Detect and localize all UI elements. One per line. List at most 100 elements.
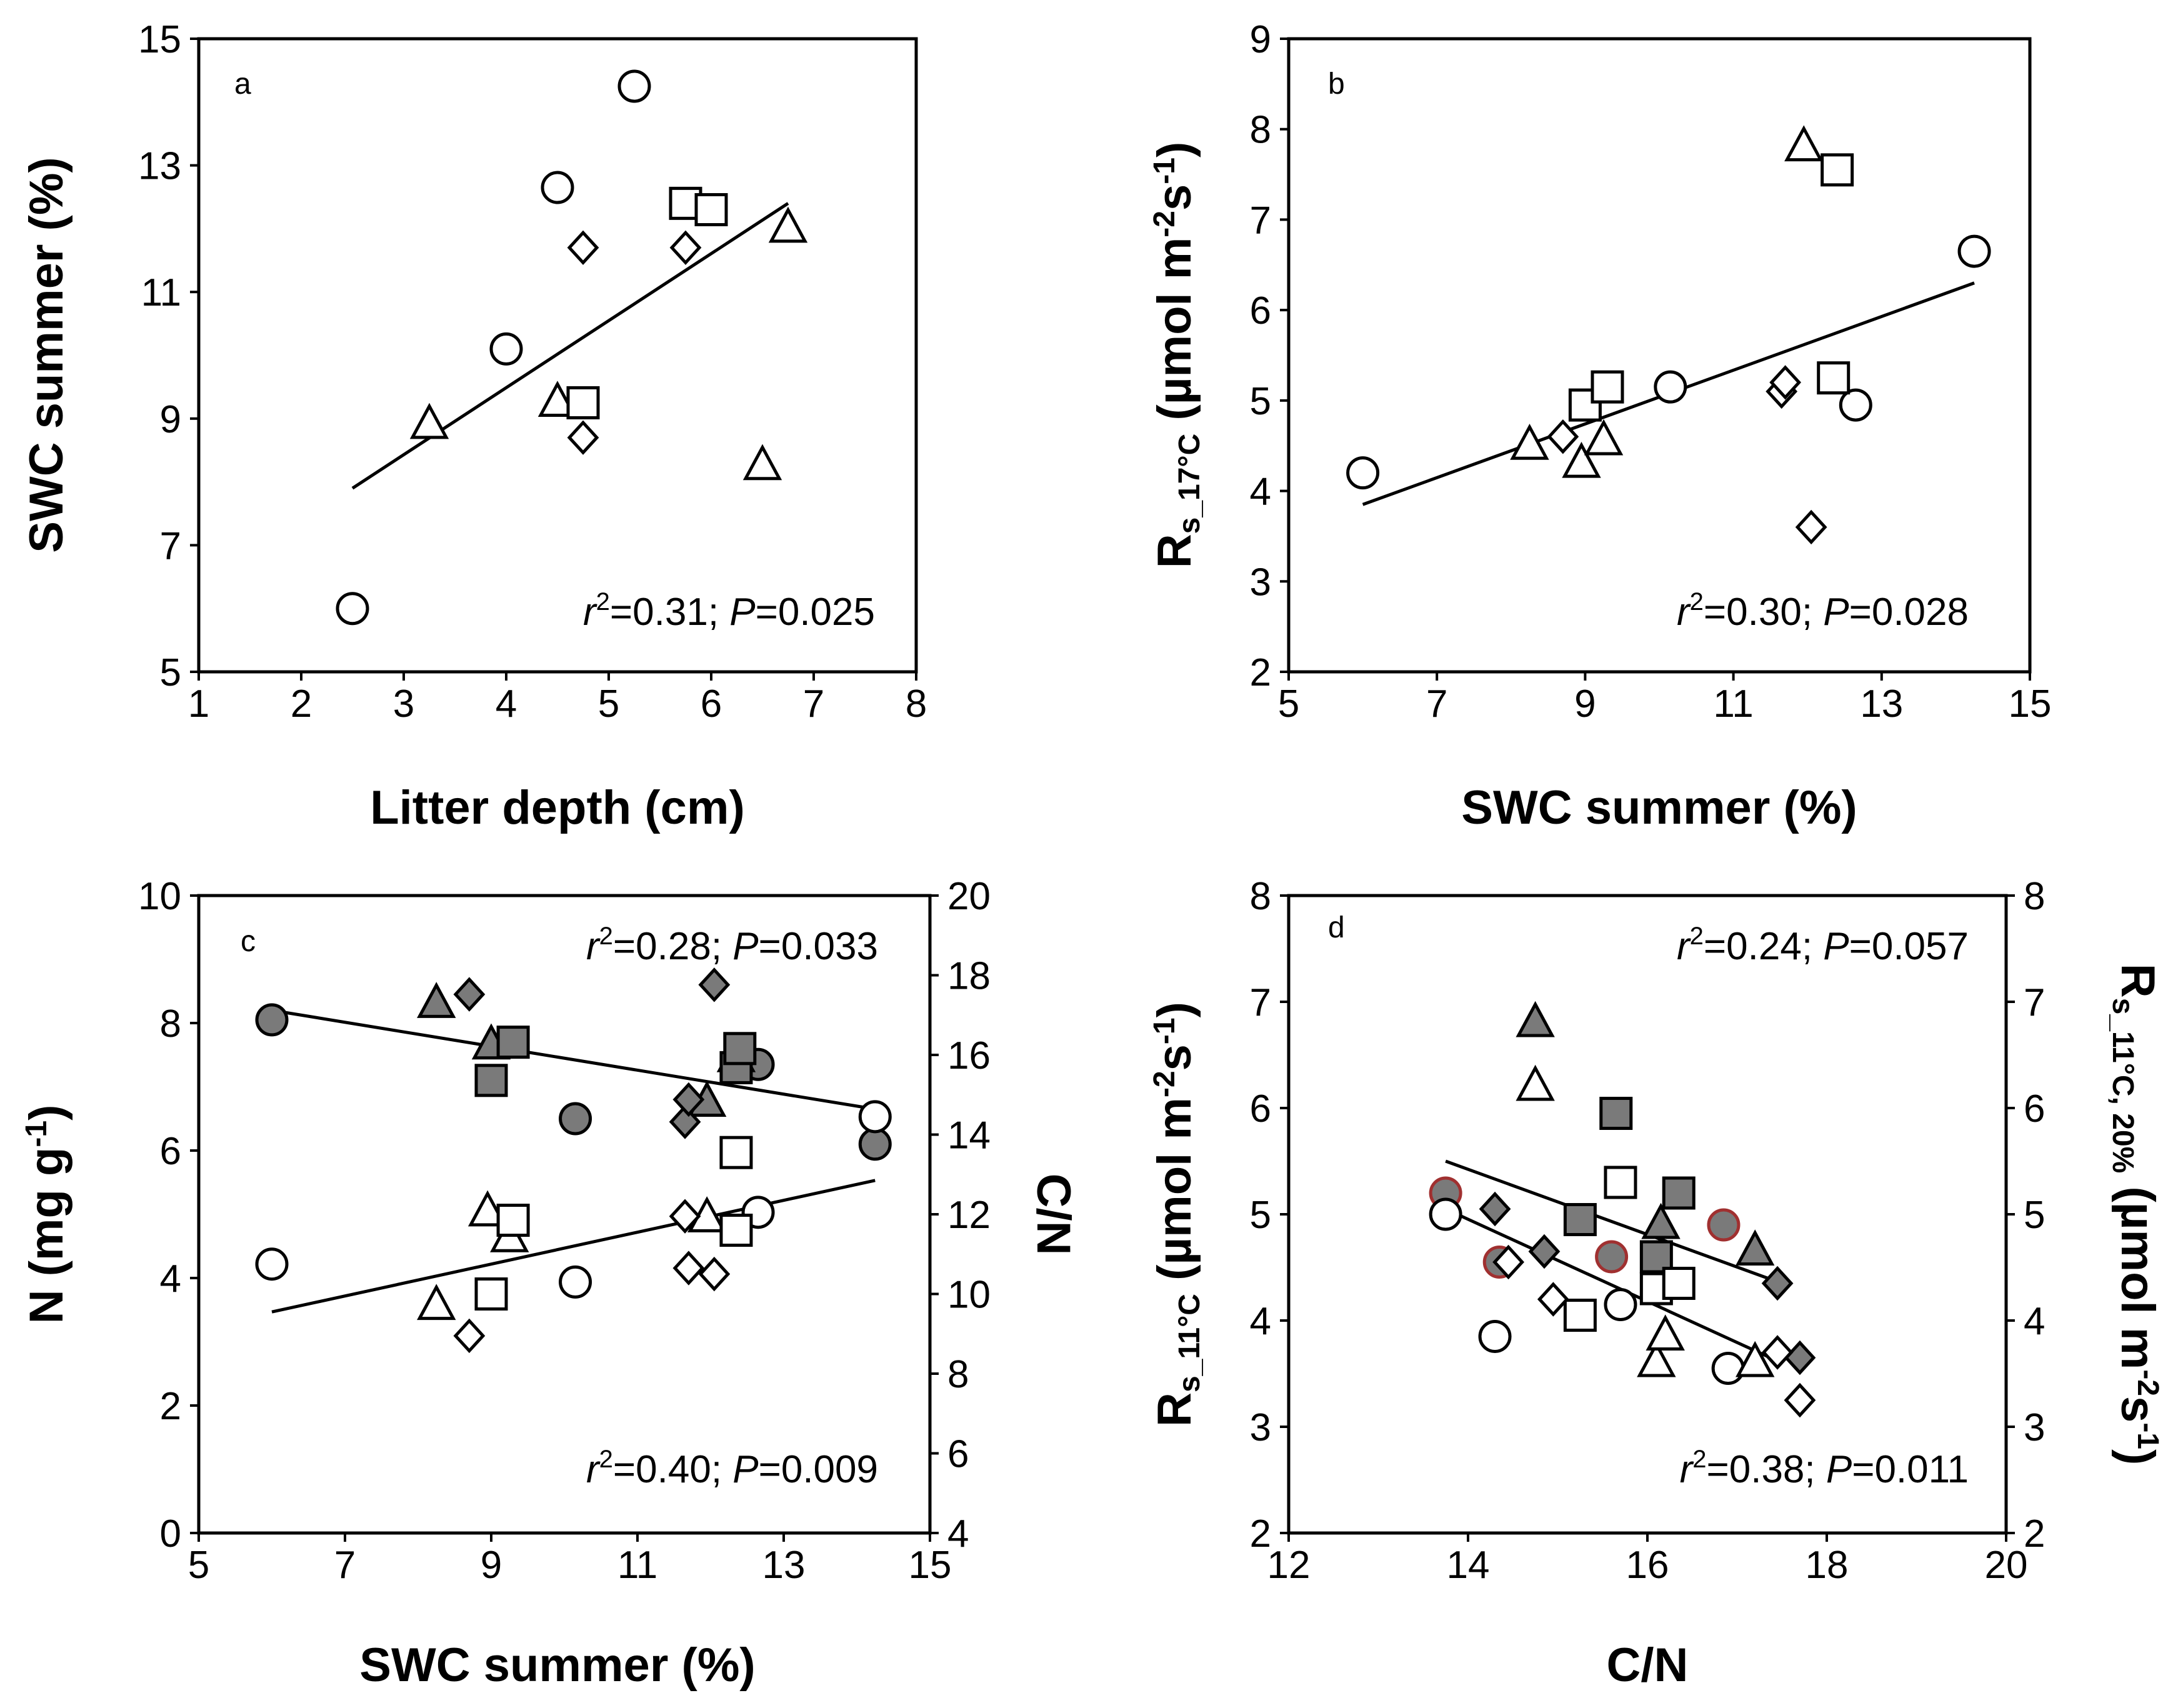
panel-a-x-tick-label: 5 — [598, 682, 619, 726]
panel-c-y-right-tick-label: 10 — [947, 1274, 991, 1317]
panel-b-point-square — [1591, 370, 1624, 404]
panel-c-point-circle — [858, 1127, 892, 1161]
panel-d-point-diamond — [1784, 1340, 1816, 1376]
panel-c-y-tick-label: 10 — [138, 875, 181, 918]
panel-a-point-circle — [617, 69, 651, 103]
panel-a-marks: 1 2 3 4 5 6 7 8 5 7 9 11 13 15 — [138, 18, 927, 726]
panel-d-plot-frame — [1287, 894, 2008, 1535]
panel-d-y-right-tick-label: 3 — [2024, 1406, 2045, 1449]
panel-a-letter: a — [234, 67, 251, 101]
panel-b-y-axis-label: Rs_17°C (µmol m-2s-1) — [1148, 142, 1206, 569]
panel-a-point-circle — [541, 171, 574, 204]
panel-d-point-triangle — [1516, 1064, 1555, 1101]
panel-b-y-tick-label: 4 — [1250, 471, 1271, 514]
panel-a-y-tick-label: 9 — [160, 398, 181, 441]
panel-c-point-diamond — [672, 1251, 705, 1286]
panel-b-point-diamond — [1769, 365, 1802, 400]
panel-d-y-right-tick-label: 4 — [2024, 1300, 2045, 1343]
panel-b-x-tick-label: 13 — [1860, 682, 1903, 726]
panel-c-fit-line-1 — [271, 1009, 876, 1111]
panel-d-x-tick-label: 18 — [1806, 1544, 1849, 1587]
panel-c-point-diamond — [669, 1199, 701, 1234]
panel-b-point-circle — [1839, 388, 1872, 422]
panel-a-point-triangle — [537, 381, 577, 417]
panel-d-point-circle — [1707, 1208, 1741, 1242]
panel-d-stat-bottom: r2=0.38; P=0.011 — [1680, 1446, 1969, 1491]
panel-d-letter: d — [1328, 911, 1345, 944]
panel-b-y-tick-label: 7 — [1250, 199, 1271, 242]
panel-c-y-axis-label-left: N (mg g-1) — [20, 1105, 73, 1324]
panel-c-point-circle — [255, 1247, 289, 1281]
panel-c-x-axis-label: SWC summer (%) — [359, 1639, 755, 1692]
panel-a-point-diamond — [567, 230, 599, 265]
panel-a-point-triangle — [768, 206, 808, 243]
panel-c-y-right-tick-label: 6 — [947, 1433, 969, 1476]
panel-a-x-tick-label: 4 — [496, 682, 517, 726]
panel-d-point-square — [1599, 1097, 1633, 1130]
panel-c-y-tick-label: 8 — [160, 1002, 181, 1046]
panel-a-point-circle — [489, 332, 523, 366]
panel-d-y-axis-label-right: Rs_11°C, 20% (µmol m-2s-1) — [2106, 964, 2164, 1466]
panel-a-y-tick-label: 11 — [141, 271, 181, 314]
panel-a-x-tick-label: 6 — [701, 682, 722, 726]
panel-a-y-tick-label: 7 — [160, 524, 181, 567]
panel-d-point-diamond — [1537, 1282, 1569, 1317]
panel-d-point-diamond — [1528, 1234, 1561, 1269]
panel-a: a Litter depth (cm) SWC summer (%) r2=0.… — [20, 37, 918, 834]
panel-d-point-circle — [1478, 1320, 1512, 1353]
panel-b-point-triangle — [1510, 423, 1549, 460]
panel-b-letter: b — [1328, 67, 1345, 101]
panel-b-point-square — [1821, 153, 1854, 187]
panel-c-point-diamond — [698, 1256, 731, 1292]
panel-b-x-tick-label: 7 — [1426, 682, 1447, 726]
panel-d-y-tick-label: 6 — [1250, 1087, 1271, 1131]
panel-c-point-circle — [559, 1102, 592, 1136]
panel-b-p: 0.028 — [1872, 591, 1969, 634]
panel-d-r2-bottom: 0.38 — [1729, 1448, 1805, 1491]
panel-c-point-diamond — [453, 1318, 486, 1354]
panel-c-point-square — [496, 1026, 530, 1059]
panel-c-point-square — [719, 1214, 753, 1247]
panel-a-point-triangle — [409, 402, 449, 439]
panel-c-letter: c — [241, 925, 256, 958]
panel-d-x-tick-label: 14 — [1447, 1544, 1490, 1587]
panel-d-point-diamond — [1479, 1191, 1511, 1227]
panel-d-y-tick-label: 7 — [1250, 981, 1271, 1024]
panel-d-stat-top: r2=0.24; P=0.057 — [1677, 922, 1969, 968]
panel-c-x-tick-label: 13 — [762, 1544, 806, 1587]
panel-d-x-tick-label: 16 — [1626, 1544, 1669, 1587]
panel-d-y-axis-label-left: Rs_11°C (µmol m-2s-1) — [1148, 1002, 1206, 1427]
panel-d-point-triangle — [1736, 1341, 1775, 1377]
panel-d-y-right-tick-label: 8 — [2024, 875, 2045, 918]
panel-d-point-square — [1563, 1299, 1597, 1332]
panel-c-y-tick-label: 6 — [160, 1130, 181, 1173]
panel-d-y-tick-label: 3 — [1250, 1406, 1271, 1449]
panel-d-y-tick-label: 2 — [1250, 1512, 1271, 1556]
panel-b-point-triangle — [1584, 419, 1624, 456]
panel-a-x-tick-label: 3 — [393, 682, 414, 726]
panel-d-x-axis-label: C/N — [1607, 1639, 1689, 1692]
panel-c-point-circle — [255, 1003, 289, 1037]
panel-c-y-right-tick-label: 16 — [947, 1034, 991, 1077]
panel-c-point-diamond — [453, 977, 486, 1012]
panel-c-x-tick-label: 5 — [188, 1544, 209, 1587]
panel-b-r2: 0.30 — [1726, 591, 1802, 634]
panel-c-y-tick-label: 0 — [160, 1512, 181, 1556]
panel-c-y-right-tick-label: 8 — [947, 1353, 969, 1396]
panel-d-y-tick-label: 5 — [1250, 1194, 1271, 1237]
panel-c-stat-bottom: r2=0.40; P=0.009 — [586, 1446, 878, 1491]
panel-c-y-right-tick-label: 4 — [947, 1512, 969, 1556]
panel-b-y-tick-label: 2 — [1250, 651, 1271, 694]
panel-b-x-axis-label: SWC summer (%) — [1461, 781, 1857, 834]
panel-c-stat-top: r2=0.28; P=0.033 — [586, 922, 878, 968]
panel-d-y-tick-label: 8 — [1250, 875, 1271, 918]
panel-b-point-diamond — [1547, 419, 1579, 454]
panel-c-point-diamond — [672, 1082, 705, 1117]
panel-c-point-square — [719, 1136, 753, 1169]
panel-a-point-diamond — [567, 420, 599, 455]
panel-a-x-tick-label: 7 — [803, 682, 824, 726]
panel-b: b SWC summer (%) Rs_17°C (µmol m-2s-1) r… — [1148, 37, 2032, 834]
panel-d-point-triangle — [1646, 1314, 1685, 1351]
